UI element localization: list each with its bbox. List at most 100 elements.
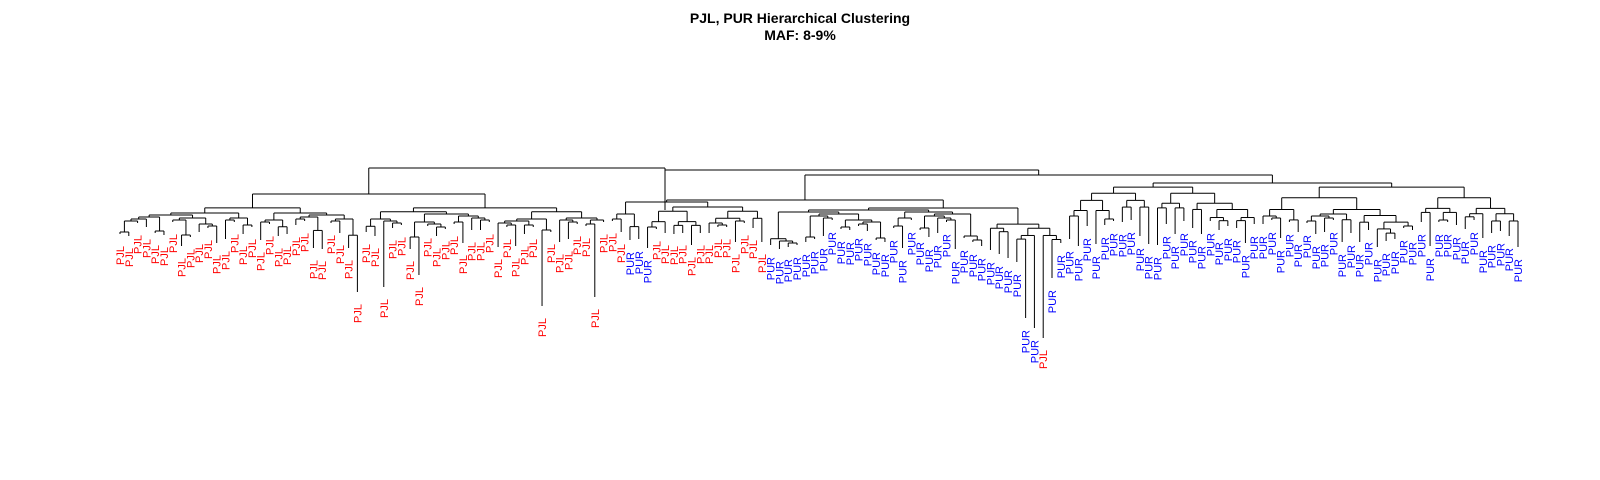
leaf-label: PUR [1100, 237, 1112, 260]
leaf-label: PUR [1267, 232, 1279, 255]
leaf-label: PUR [1012, 274, 1024, 297]
leaf-label: PJL [326, 235, 338, 254]
leaf-label: PUR [1161, 236, 1173, 259]
leaf-label: PUR [810, 251, 822, 274]
leaf-label: PUR [968, 254, 980, 277]
leaf-label: PUR [924, 249, 936, 272]
leaf-label: PJL [388, 240, 400, 259]
leaf-label: PUR [783, 259, 795, 282]
leaf-label: PJL [687, 257, 699, 276]
leaf-label: PUR [643, 260, 655, 283]
leaf-label: PJL [572, 236, 584, 255]
leaf-label: PJL [704, 245, 716, 264]
leaf-label: PUR [1293, 244, 1305, 267]
leaf-label: PUR [1443, 234, 1455, 257]
leaf-label: PJL [185, 249, 197, 268]
leaf-label: PUR [1179, 233, 1191, 256]
leaf-label: PUR [985, 262, 997, 285]
leaf-label: PJL [221, 251, 233, 270]
leaf-label: PJL [511, 258, 523, 277]
leaf-label: PJL [168, 234, 180, 253]
leaf-label: PUR [1126, 232, 1138, 255]
leaf-label: PJL [282, 246, 294, 265]
leaf-label: PUR [1407, 242, 1419, 265]
leaf-label: PUR [933, 245, 945, 268]
leaf-label: PUR [1513, 259, 1525, 282]
leaf-label: PUR [1258, 236, 1270, 259]
leaf-label: PUR [1117, 234, 1129, 257]
leaf-label: PJL [264, 236, 276, 255]
leaf-label: PUR [845, 242, 857, 265]
leaf-label: PUR [906, 232, 918, 255]
leaf-label: PUR [1390, 251, 1402, 274]
leaf-label: PJL [669, 246, 681, 265]
leaf-label: PUR [994, 266, 1006, 289]
leaf-label: PJL [1038, 350, 1050, 369]
leaf-label: PUR [1434, 234, 1446, 257]
leaf-label: PUR [1478, 250, 1490, 273]
leaf-label: PJL [581, 238, 593, 257]
leaf-label: PJL [133, 235, 145, 254]
leaf-label: PUR [1029, 340, 1041, 363]
leaf-label: PJL [590, 309, 602, 328]
leaf-label: PUR [1223, 238, 1235, 261]
leaf-label: PJL [177, 258, 189, 277]
leaf-label: PUR [1065, 251, 1077, 274]
leaf-label: PUR [1153, 257, 1165, 280]
leaf-label: PJL [256, 252, 268, 271]
plot-title: PJL, PUR Hierarchical Clustering [689, 10, 911, 26]
leaf-label: PJL [739, 235, 751, 254]
leaf-label: PJL [599, 234, 611, 253]
leaf-label: PJL [396, 237, 408, 256]
leaf-label: PUR [1460, 241, 1472, 264]
leaf-label: PJL [423, 238, 435, 257]
leaf-label: PUR [1276, 250, 1288, 273]
leaf-label: PUR [836, 241, 848, 264]
leaf-label: PJL [317, 261, 329, 280]
leaf-label: PUR [766, 257, 778, 280]
leaf-label: PUR [1214, 242, 1226, 265]
leaf-label: PJL [660, 245, 672, 264]
leaf-label: PUR [871, 252, 883, 275]
leaf-label: PJL [203, 240, 215, 259]
leaf-label: PUR [1003, 270, 1015, 293]
leaf-label: PJL [493, 259, 505, 278]
leaf-label: PUR [1249, 236, 1261, 259]
leaf-label: PJL [651, 241, 663, 260]
leaf-label: PJL [405, 261, 417, 280]
leaf-label: PUR [880, 254, 892, 277]
leaf-label: PUR [827, 232, 839, 255]
leaf-label: PUR [1082, 238, 1094, 261]
leaf-label: PJL [361, 244, 373, 263]
leaf-label: PUR [941, 234, 953, 257]
leaf-label: PUR [1188, 240, 1200, 263]
leaf-label: PUR [1311, 246, 1323, 269]
leaf-label: PUR [1495, 243, 1507, 266]
leaf-label: PUR [1240, 255, 1252, 278]
leaf-label: PJL [519, 246, 531, 265]
leaf-label: PJL [722, 239, 734, 258]
leaf-label: PUR [1337, 254, 1349, 277]
leaf-label: PJL [757, 254, 769, 273]
leaf-label: PUR [1451, 237, 1463, 260]
leaf-label: PUR [977, 258, 989, 281]
leaf-label: PUR [1372, 259, 1384, 282]
leaf-label: PJL [546, 244, 558, 263]
leaf-label: PUR [1320, 244, 1332, 267]
leaf-label: PJL [141, 239, 153, 258]
leaf-label: PJL [291, 237, 303, 256]
leaf-label: PJL [458, 255, 470, 274]
leaf-label: PJL [432, 248, 444, 267]
leaf-label: PUR [818, 248, 830, 271]
leaf-label: PJL [159, 247, 171, 266]
leaf-label: PJL [528, 239, 540, 258]
leaf-label: PUR [950, 261, 962, 284]
leaf-label: PJL [115, 246, 127, 265]
leaf-label: PUR [1073, 258, 1085, 281]
leaf-label: PJL [344, 260, 356, 279]
leaf-label: PUR [1328, 232, 1340, 255]
leaf-label: PJL [379, 299, 391, 318]
leaf-label: PJL [124, 248, 136, 267]
leaf-label: PUR [915, 242, 927, 265]
leaf-label: PJL [238, 246, 250, 265]
